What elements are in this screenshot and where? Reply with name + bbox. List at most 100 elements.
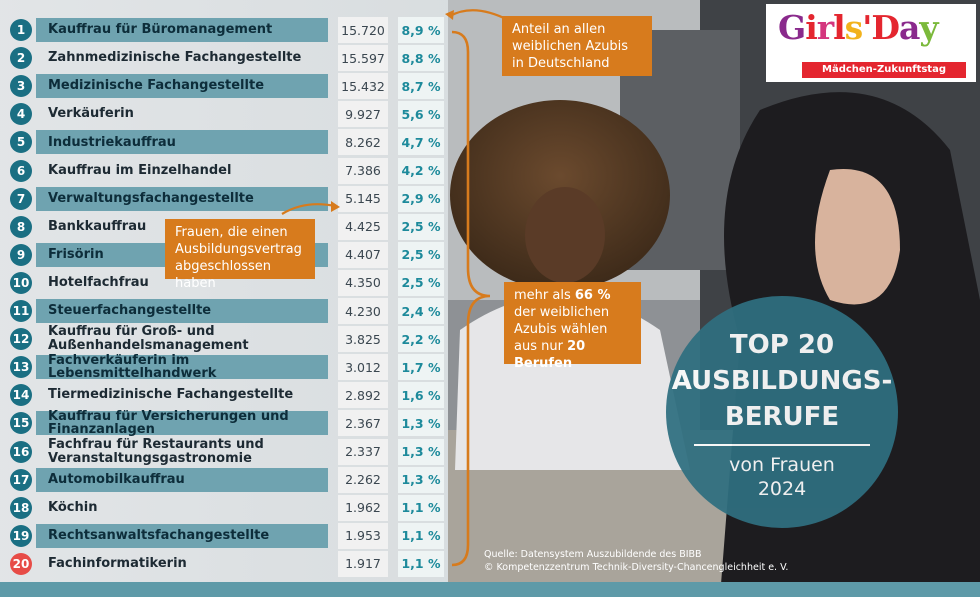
row-highlight [36,130,328,155]
summary-post: 20 Berufen [514,339,586,371]
title-line-5: 2024 [757,478,807,500]
share-percent: 2,4 % [398,298,444,324]
trainee-count: 15.597 [338,45,388,72]
share-percent: 1,1 % [398,550,444,577]
share-percent: 8,7 % [398,73,444,100]
source-line-2: © Kompetenzzentrum Technik-Diversity-Cha… [484,562,789,573]
rank-badge: 19 [10,524,32,547]
occupation-name: Industriekauffrau [48,134,176,150]
trainee-count: 1.953 [338,522,388,549]
occupation-name: Tiermedizinische Fachangestellte [48,387,294,403]
share-percent: 1,1 % [398,522,444,549]
rank-badge: 17 [10,468,32,491]
row-highlight [36,74,328,99]
share-percent: 2,5 % [398,241,444,268]
row-highlight [36,355,328,380]
trainee-count: 3.825 [338,326,388,353]
trainee-count: 2.367 [338,410,388,437]
share-percent: 2,2 % [398,326,444,353]
share-percent: 1,7 % [398,354,444,381]
occupation-name: Kauffrau für Groß- und Außenhandelsmanag… [48,324,249,354]
trainee-count: 5.145 [338,185,388,212]
occupation-name: Bankkauffrau [48,218,147,234]
trainee-count: 4.407 [338,241,388,268]
table-row: 11 Steuerfachangestellte 4.230 2,4 % [0,297,448,325]
table-row: 16 Fachfrau für Restaurants und Veranstal… [0,438,448,466]
share-percent: 4,7 % [398,129,444,156]
rank-badge: 3 [10,75,32,98]
trainee-count: 15.432 [338,73,388,100]
table-row: 7 Verwaltungsfachangestellte 5.145 2,9 % [0,185,448,213]
count-callout: Frauen, die einen Ausbildungsvertrag abg… [165,219,315,291]
table-row: 2 Zahnmedizinische Fachangestellte 15.597 8… [0,44,448,72]
title-line-3: BERUFE [724,402,840,432]
trainee-count: 3.012 [338,354,388,381]
rank-badge: 10 [10,271,32,294]
share-percent: 1,3 % [398,466,444,493]
share-percent: 8,8 % [398,45,444,72]
rank-badge: 4 [10,103,32,126]
rank-badge: 15 [10,412,32,435]
occupation-name: Medizinische Fachangestellte [48,78,265,94]
table-row: 19 Rechtsanwaltsfachangestellte 1.953 1,1 % [0,522,448,550]
title-line-4: von Frauen [729,454,835,476]
table-row: 1 Kauffrau für Büromanagement 15.720 8,9 % [0,16,448,44]
row-highlight [36,18,328,42]
count-callout-text: Frauen, die einen Ausbildungsvertrag abg… [175,225,302,291]
table-row: 3 Medizinische Fachangestellte 15.432 8,7 % [0,72,448,100]
share-percent: 8,9 % [398,17,444,43]
occupation-name: Köchin [48,499,98,515]
trainee-count: 2.337 [338,438,388,465]
table-row: 10 Hotelfachfrau 4.350 2,5 % [0,269,448,297]
table-row: 15 Kauffrau für Versicherungen und Finanz… [0,409,448,437]
occupation-name: Steuerfachangestellte [48,303,212,319]
title-line-2: AUSBILDUNGS- [671,366,893,396]
share-arrow-head [445,10,454,20]
rank-badge: 9 [10,243,32,266]
title-divider [694,444,870,446]
row-highlight [36,523,328,548]
rank-badge: 2 [10,47,32,70]
footer-bar [0,582,980,597]
trainee-count: 4.350 [338,269,388,296]
occupation-name: Fachverkäuferin im Lebensmittelhandwerk [48,352,217,382]
girls-day-logo: Girls'Day Mädchen-Zukunftstag [766,4,976,82]
rank-badge: 8 [10,215,32,238]
table-row: 14 Tiermedizinische Fachangestellte 2.892 1… [0,381,448,409]
row-highlight [36,411,328,436]
occupation-name: Kauffrau im Einzelhandel [48,162,232,178]
share-percent: 2,5 % [398,213,444,240]
summary-pct: 66 % [574,288,611,303]
logo-tagline: Mädchen-Zukunftstag [802,62,966,78]
trainee-count: 15.720 [338,17,388,43]
occupation-name: Zahnmedizinische Fachangestellte [48,50,302,66]
trainee-count: 2.262 [338,466,388,493]
rank-badge: 7 [10,187,32,210]
count-arrow [281,203,336,215]
table-row: 18 Köchin 1.962 1,1 % [0,494,448,522]
occupation-name: Hotelfachfrau [48,275,149,291]
table-row: 20 Fachinformatikerin 1.917 1,1 % [0,550,448,578]
rank-badge: 20 [10,552,32,575]
trainee-count: 4.425 [338,213,388,240]
trainee-count: 7.386 [338,157,388,184]
summary-pre: mehr als [514,288,571,303]
logo-wordmark: Girls'Day [778,8,939,47]
trainee-count: 1.917 [338,550,388,577]
share-percent: 1,3 % [398,438,444,465]
table-row: 17 Automobilkauffrau 2.262 1,3 % [0,466,448,494]
row-highlight [36,299,328,323]
occupation-name: Verwaltungsfachangestellte [48,190,254,206]
source-note: Quelle: Datensystem Auszubildende des BI… [484,548,788,574]
share-percent: 2,5 % [398,269,444,296]
rank-badge: 11 [10,300,32,322]
rank-badge: 13 [10,356,32,379]
table-row: 8 Bankkauffrau 4.425 2,5 % [0,213,448,241]
trainee-count: 9.927 [338,101,388,128]
table-row: 12 Kauffrau für Groß- und Außenhandelsman… [0,325,448,353]
title-circle: TOP 20 AUSBILDUNGS- BERUFE von Frauen 20… [666,296,898,528]
summary-callout: mehr als 66 % der weiblichen Azubis wähl… [504,282,641,371]
occupation-name: Fachfrau für Restaurants und Veranstaltu… [48,436,264,466]
occupation-name: Rechtsanwaltsfachangestellte [48,527,270,543]
